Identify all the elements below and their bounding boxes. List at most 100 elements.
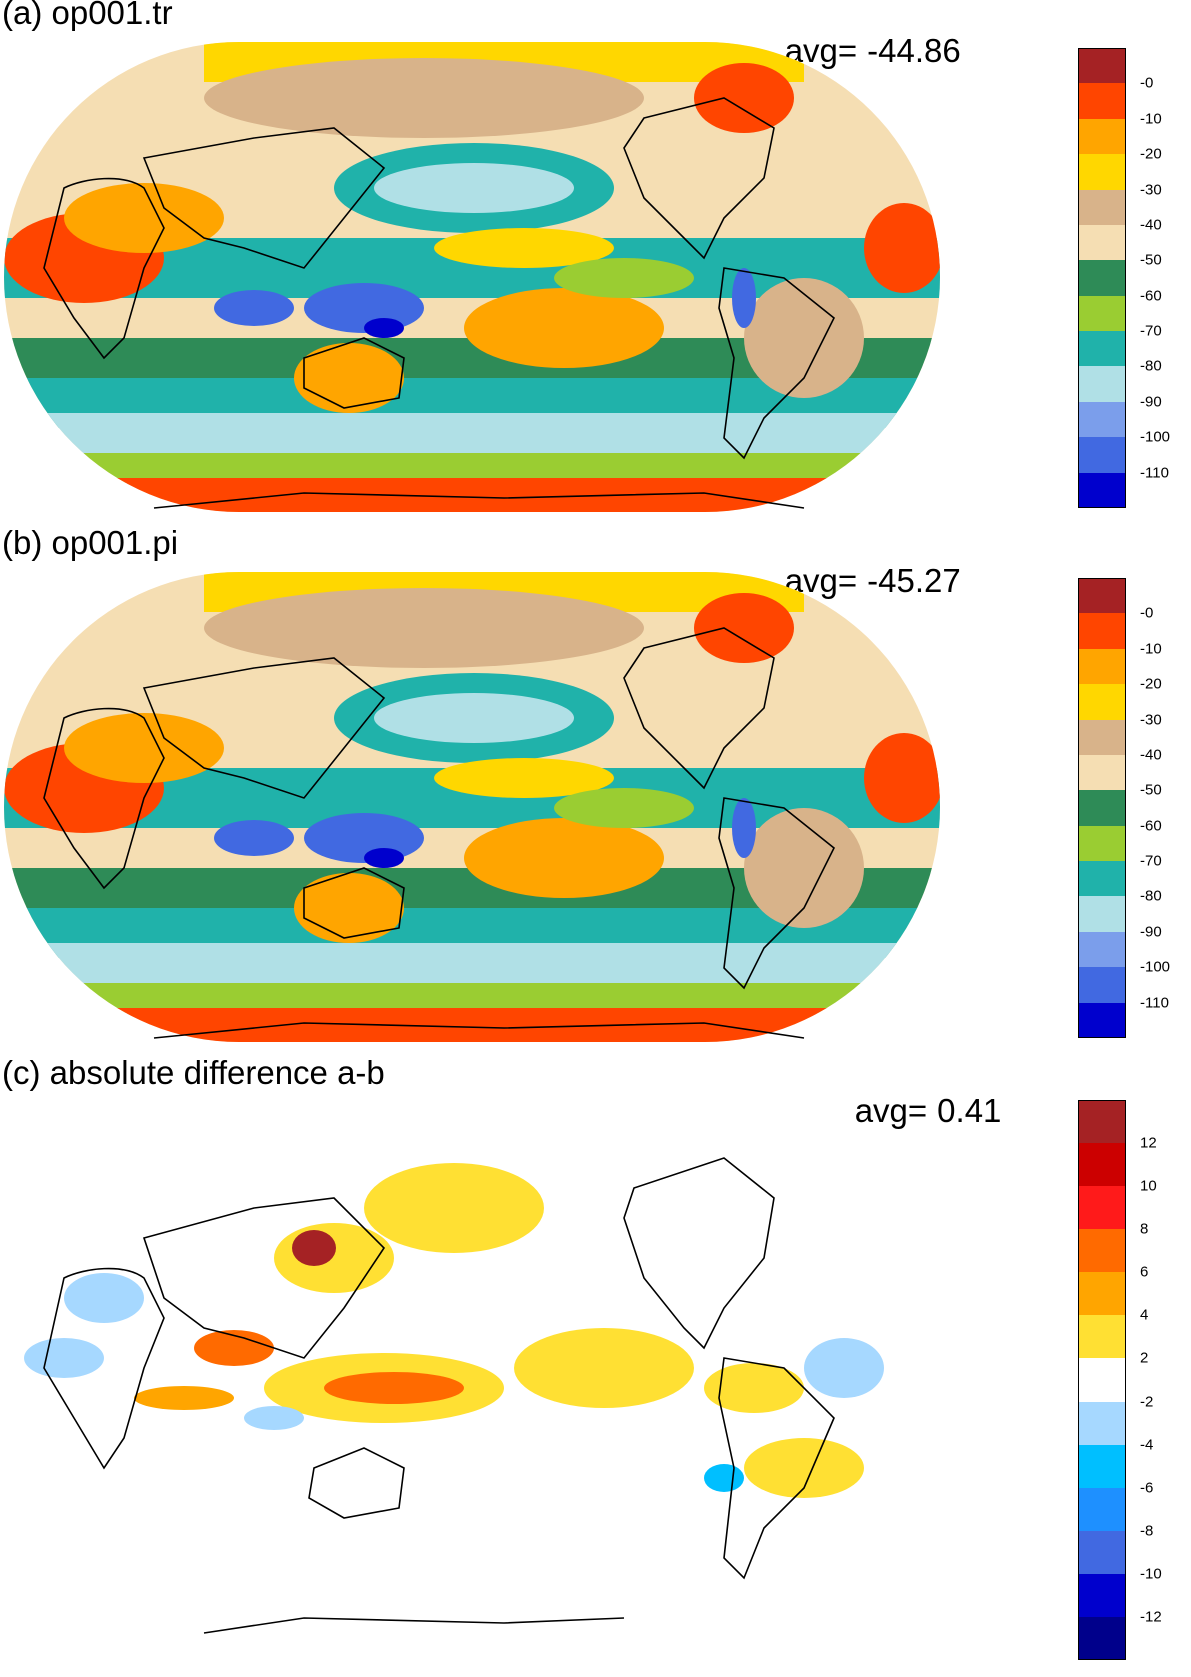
colorbar-tick-label: -2 <box>1140 1393 1154 1411</box>
field-region <box>24 1338 104 1378</box>
colorbar-tick-label: 12 <box>1140 1134 1157 1152</box>
field-region <box>464 288 664 368</box>
colorbar-swatch <box>1078 1143 1126 1187</box>
field-region <box>292 1230 336 1266</box>
panel-c: (c) absolute difference a-b avg= 0.41 <box>0 1054 1191 1670</box>
field-region <box>464 818 664 898</box>
colorbar-swatch <box>1078 1487 1126 1531</box>
colorbar-swatch <box>1078 1616 1126 1660</box>
colorbar-tick-label: -20 <box>1140 145 1162 163</box>
colorbar-tick-label: -110 <box>1140 994 1169 1012</box>
colorbar-tick-label: -70 <box>1140 852 1162 870</box>
colorbar-swatch <box>1078 896 1126 932</box>
field-region <box>374 693 574 743</box>
field-region <box>194 1330 274 1366</box>
field-region <box>4 413 940 453</box>
colorbar-swatch <box>1078 1229 1126 1273</box>
colorbar-swatch <box>1078 1186 1126 1230</box>
field-region <box>64 183 224 253</box>
colorbar-swatch <box>1078 401 1126 438</box>
colorbar-tick-label: 6 <box>1140 1263 1149 1281</box>
colorbar-tick-label: -20 <box>1140 675 1162 693</box>
colorbar-tick-label: -10 <box>1140 640 1162 658</box>
colorbar-swatch <box>1078 861 1126 897</box>
colorbar-tick-label: 4 <box>1140 1306 1149 1324</box>
colorbar-tick-label: -6 <box>1140 1479 1154 1497</box>
colorbar-tick-label: -12 <box>1140 1608 1162 1626</box>
colorbar-swatch <box>1078 189 1126 225</box>
colorbar-swatch <box>1078 224 1126 261</box>
colorbar-tick-label: -50 <box>1140 781 1162 799</box>
colorbar-swatch <box>1078 1530 1126 1574</box>
colorbar-tick-label: -100 <box>1140 428 1171 446</box>
colorbar-swatch <box>1078 578 1126 614</box>
field-region <box>864 733 940 823</box>
panel-average: avg= 0.41 <box>818 1054 1002 1168</box>
colorbar-tick-label: -100 <box>1140 958 1171 976</box>
colorbar-swatch <box>1078 754 1126 791</box>
colorbar-swatch <box>1078 967 1126 1003</box>
field-region <box>704 1363 804 1413</box>
colorbar-swatch <box>1078 48 1126 84</box>
colorbar-tick-label: -60 <box>1140 817 1162 835</box>
panel-title: (c) absolute difference a-b <box>2 1054 385 1091</box>
panel-a: (a) op001.tr avg= -44.86 <box>0 0 1191 520</box>
colorbar-tick-label: -60 <box>1140 287 1162 305</box>
colorbar-tick-label: -80 <box>1140 887 1162 905</box>
colorbar-tick-label: -30 <box>1140 711 1162 729</box>
colorbar-swatch <box>1078 931 1126 968</box>
colorbar-swatch <box>1078 1401 1126 1445</box>
field-region <box>732 268 756 328</box>
colorbar-swatch <box>1078 1002 1126 1038</box>
coastlines <box>43 627 836 1039</box>
field-region <box>204 58 644 138</box>
coastlines <box>43 97 836 509</box>
colorbar-swatch <box>1078 719 1126 755</box>
field-region <box>434 758 614 798</box>
colorbar-swatch <box>1078 613 1126 649</box>
colorbar-swatch <box>1078 260 1126 296</box>
colorbar-tick-label: -40 <box>1140 216 1162 234</box>
field-region <box>4 943 940 983</box>
colorbar-swatch <box>1078 1100 1126 1144</box>
field-region <box>134 1386 234 1410</box>
colorbar-swatch <box>1078 1444 1126 1488</box>
colorbar-tick-label: -8 <box>1140 1522 1154 1540</box>
field-region <box>554 788 694 828</box>
field-region <box>554 258 694 298</box>
colorbar-swatch <box>1078 1272 1126 1316</box>
field-region <box>294 343 404 413</box>
panel-average: avg= -45.27 <box>748 524 961 638</box>
world-map-field <box>4 572 940 1042</box>
panel-title: (a) op001.tr <box>2 0 173 31</box>
colorbar-tick-label: -10 <box>1140 1565 1162 1583</box>
colorbar-swatch <box>1078 437 1126 473</box>
field-region <box>374 163 574 213</box>
avg-value: -44.86 <box>867 32 961 69</box>
field-region <box>324 1372 464 1404</box>
field-region <box>304 813 424 863</box>
colorbar-tick-label: -0 <box>1140 604 1154 622</box>
colorbar-tick-label: 8 <box>1140 1220 1149 1238</box>
colorbar-tick-label: -80 <box>1140 357 1162 375</box>
panel-b: (b) op001.pi avg= -45.27 <box>0 524 1191 1050</box>
field-region <box>214 820 294 856</box>
field-region <box>804 1338 884 1398</box>
field-region <box>294 873 404 943</box>
world-map-field <box>4 42 940 512</box>
colorbar-tick-label: 2 <box>1140 1349 1149 1367</box>
avg-value: 0.41 <box>937 1092 1002 1129</box>
field-region <box>864 203 940 293</box>
field-region <box>64 713 224 783</box>
field-region <box>364 318 404 338</box>
avg-label: avg= <box>854 1092 928 1129</box>
field-region <box>64 1273 144 1323</box>
field-region <box>704 1464 744 1492</box>
field-region <box>732 798 756 858</box>
colorbar-swatch <box>1078 790 1126 826</box>
colorbar-swatch <box>1078 648 1126 685</box>
colorbar-swatch <box>1078 83 1126 119</box>
coastlines <box>43 1157 835 1634</box>
colorbar-swatch <box>1078 684 1126 720</box>
field-region <box>694 63 794 133</box>
